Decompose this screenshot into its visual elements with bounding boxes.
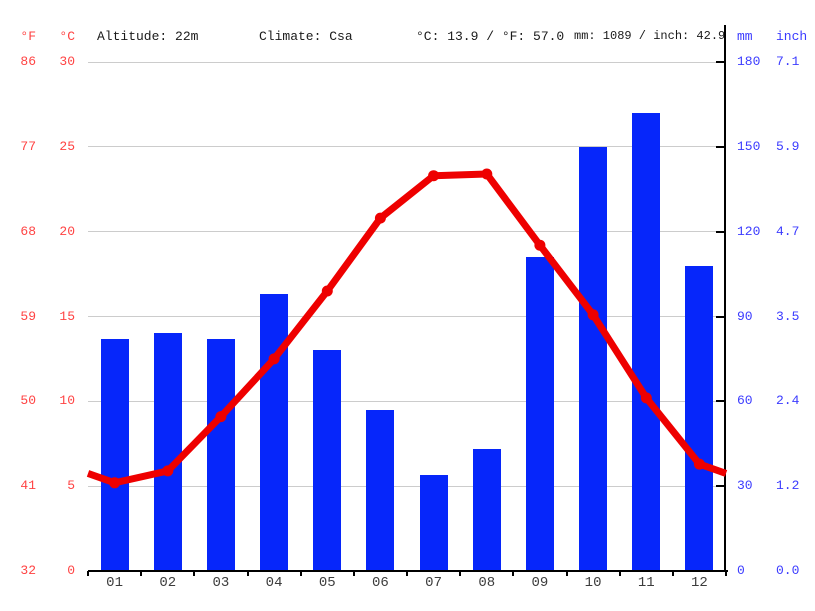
- x-axis-tick: [618, 571, 621, 576]
- f-axis-label: 86: [20, 54, 36, 69]
- c-axis-label: 0: [67, 563, 75, 578]
- f-axis-label: 50: [20, 393, 36, 409]
- copyright: Copyright: CLIMATE-DATA.ORG: [88, 591, 385, 611]
- month-label-01: 01: [106, 575, 123, 591]
- c-axis-label: 20: [59, 223, 75, 239]
- mm-axis-label: 180: [737, 54, 761, 69]
- inch-axis-label: 0.0: [776, 563, 800, 578]
- x-axis-tick: [406, 571, 408, 576]
- x-axis-tick: [725, 571, 727, 576]
- x-axis-tick: [671, 571, 674, 576]
- x-axis-tick: [246, 571, 249, 576]
- inch-axis-label: 7.1: [776, 54, 800, 69]
- mm-axis-header: mm: [737, 29, 753, 44]
- gridline: [88, 231, 726, 233]
- c-axis-label: 30: [59, 54, 75, 69]
- y-axis-tick: [716, 61, 726, 63]
- precip-bar-05: [313, 350, 342, 570]
- f-axis-label: 59: [20, 308, 36, 324]
- right-axis-line: [724, 25, 726, 572]
- inch-axis-label: 2.4: [776, 393, 800, 409]
- x-axis-tick: [512, 571, 515, 576]
- mm-axis-label: 30: [737, 478, 753, 494]
- c-axis-label: 5: [67, 478, 75, 494]
- mm-axis-label: 0: [737, 563, 745, 578]
- c-axis-label: 15: [59, 308, 75, 324]
- x-axis-tick: [193, 571, 196, 576]
- mm-axis-label: 60: [737, 393, 753, 409]
- inch-axis-label: 1.2: [776, 478, 800, 494]
- precip-bar-12: [685, 265, 714, 570]
- f-axis-label: 41: [20, 478, 36, 494]
- fahrenheit-axis-header: °F: [20, 29, 36, 44]
- gridline: [88, 61, 726, 63]
- precip-bar-07: [419, 474, 448, 570]
- x-axis-tick: [299, 571, 302, 576]
- inch-axis-label: 4.7: [776, 223, 800, 239]
- x-axis-tick: [565, 571, 568, 576]
- month-label-11: 11: [637, 575, 655, 591]
- precip-bar-08: [472, 449, 501, 570]
- precip-bar-03: [206, 339, 235, 570]
- precip-bar-04: [260, 293, 289, 570]
- x-axis-tick: [140, 571, 143, 576]
- gridline: [88, 485, 726, 487]
- precip-bar-11: [632, 112, 661, 570]
- x-axis-tick: [459, 571, 462, 576]
- mm-axis-label: 90: [737, 308, 753, 324]
- precip-bar-09: [525, 257, 554, 570]
- x-axis-line: [88, 570, 728, 572]
- precip-bar-10: [579, 146, 608, 570]
- inch-axis-header: inch: [776, 29, 808, 44]
- month-label-02: 02: [159, 575, 177, 591]
- month-label-03: 03: [212, 575, 230, 591]
- mm-axis-label: 150: [737, 138, 761, 154]
- month-label-08: 08: [478, 575, 496, 591]
- c-axis-label: 25: [59, 138, 75, 154]
- gridline: [88, 400, 726, 402]
- temperature-summary: °C: 13.9 / °F: 57.0: [416, 29, 565, 44]
- precipitation-summary: mm: 1089 / inch: 42.9: [574, 29, 726, 43]
- month-label-06: 06: [372, 575, 389, 591]
- gridline: [88, 316, 726, 317]
- precip-bar-06: [366, 409, 395, 570]
- x-axis-tick: [87, 571, 89, 576]
- month-label-10: 10: [584, 575, 602, 591]
- f-axis-label: 32: [20, 563, 36, 578]
- altitude-label: Altitude: 22m: [97, 29, 199, 44]
- climate-label: Climate: Csa: [259, 29, 353, 44]
- month-label-04: 04: [265, 575, 283, 591]
- month-label-05: 05: [318, 575, 336, 591]
- c-axis-label: 10: [59, 393, 75, 409]
- month-label-07: 07: [425, 575, 442, 591]
- y-axis-tick: [716, 145, 726, 148]
- inch-axis-label: 5.9: [776, 138, 800, 154]
- inch-axis-label: 3.5: [776, 308, 800, 324]
- precip-bar-01: [100, 339, 129, 570]
- f-axis-label: 77: [20, 138, 36, 154]
- month-label-12: 12: [691, 575, 708, 591]
- mm-axis-label: 120: [737, 223, 761, 239]
- gridline: [88, 146, 726, 148]
- f-axis-label: 68: [20, 223, 36, 239]
- x-axis-tick: [352, 571, 355, 576]
- precip-bar-02: [153, 333, 182, 570]
- month-label-09: 09: [531, 575, 549, 591]
- celsius-axis-header: °C: [59, 29, 75, 44]
